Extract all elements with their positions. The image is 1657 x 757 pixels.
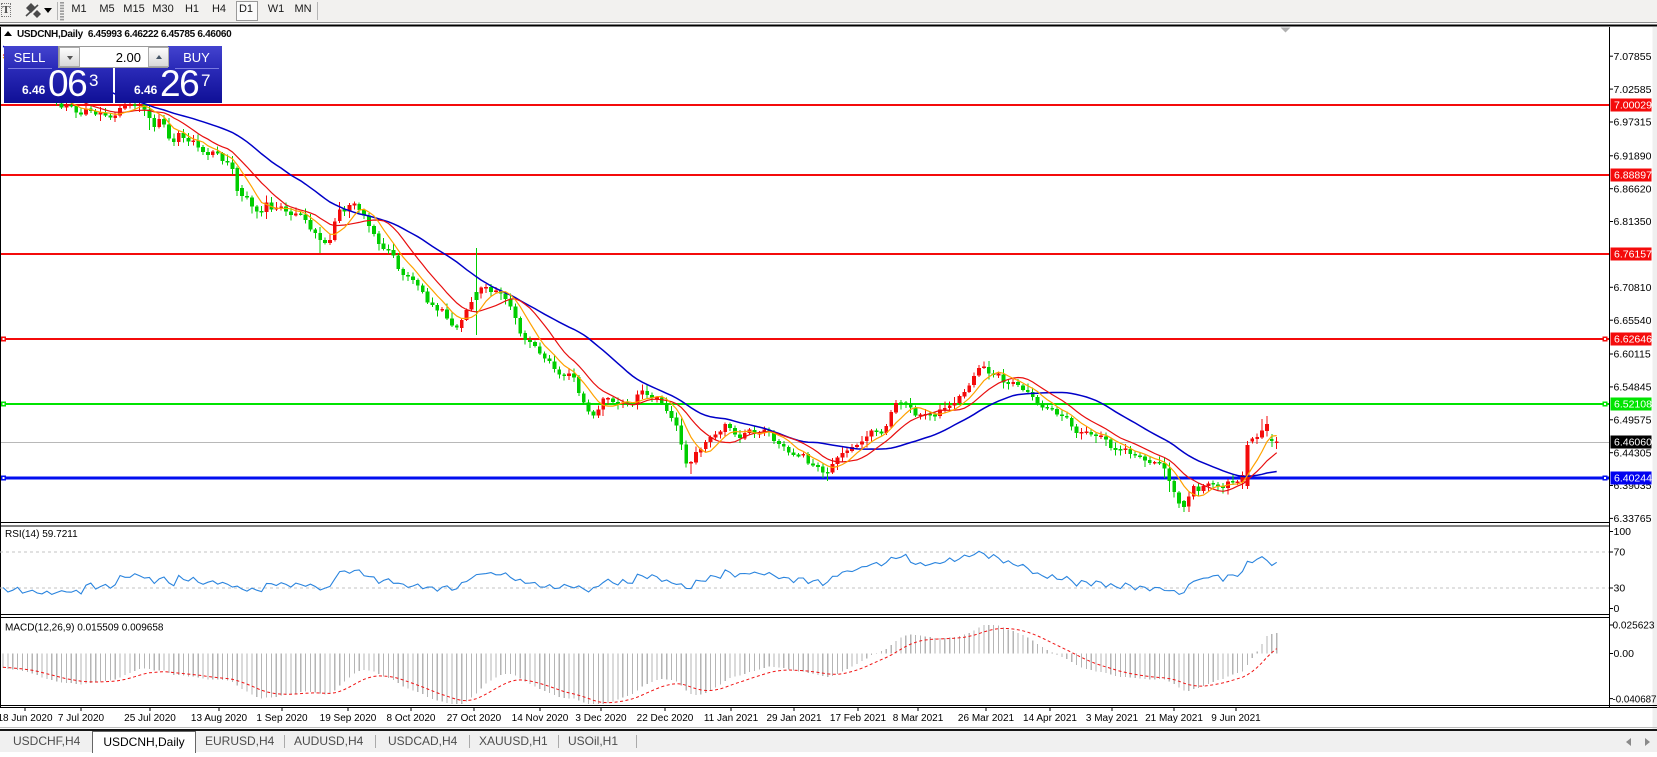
svg-text:RSI(14) 59.7211: RSI(14) 59.7211	[5, 529, 78, 540]
svg-text:3 May 2021: 3 May 2021	[1086, 713, 1139, 724]
svg-text:70: 70	[1614, 547, 1626, 559]
svg-text:6.86620: 6.86620	[1614, 183, 1652, 195]
svg-text:9 Jun 2021: 9 Jun 2021	[1211, 713, 1261, 724]
svg-text:0.025623: 0.025623	[1613, 620, 1655, 632]
svg-text:6.97315: 6.97315	[1614, 117, 1652, 129]
svg-text:8 Oct 2020: 8 Oct 2020	[387, 713, 436, 724]
svg-text:1 Sep 2020: 1 Sep 2020	[256, 713, 308, 724]
svg-text:6.49575: 6.49575	[1614, 415, 1652, 427]
svg-text:11 Jan 2021: 11 Jan 2021	[704, 713, 759, 724]
svg-text:8 Mar 2021: 8 Mar 2021	[893, 713, 944, 724]
svg-text:0: 0	[1614, 603, 1620, 615]
svg-text:3 Dec 2020: 3 Dec 2020	[575, 713, 627, 724]
svg-text:30: 30	[1614, 583, 1626, 595]
svg-text:MACD(12,26,9) 0.015509 0.00965: MACD(12,26,9) 0.015509 0.009658	[5, 623, 164, 634]
svg-text:6.52108: 6.52108	[1614, 399, 1652, 411]
svg-text:6.81350: 6.81350	[1614, 216, 1652, 228]
svg-text:13 Aug 2020: 13 Aug 2020	[191, 713, 248, 724]
svg-text:14 Nov 2020: 14 Nov 2020	[512, 713, 569, 724]
svg-text:25 Jul 2020: 25 Jul 2020	[124, 713, 176, 724]
svg-text:18 Jun 2020: 18 Jun 2020	[0, 713, 53, 724]
svg-text:6.60115: 6.60115	[1614, 349, 1651, 361]
svg-text:6.76157: 6.76157	[1614, 249, 1652, 261]
svg-text:29 Jan 2021: 29 Jan 2021	[766, 713, 821, 724]
svg-text:6.62646: 6.62646	[1614, 334, 1652, 346]
svg-text:6.54845: 6.54845	[1614, 382, 1652, 394]
svg-text:7 Jul 2020: 7 Jul 2020	[58, 713, 105, 724]
svg-text:6.91890: 6.91890	[1614, 151, 1652, 163]
svg-text:0.00: 0.00	[1614, 648, 1635, 660]
svg-text:6.70810: 6.70810	[1614, 282, 1652, 294]
svg-text:21 May 2021: 21 May 2021	[1145, 713, 1203, 724]
svg-text:6.44305: 6.44305	[1614, 447, 1652, 459]
svg-text:7.07855: 7.07855	[1614, 51, 1652, 63]
svg-text:14 Apr 2021: 14 Apr 2021	[1023, 713, 1077, 724]
svg-text:27 Oct 2020: 27 Oct 2020	[447, 713, 502, 724]
svg-text:19 Sep 2020: 19 Sep 2020	[320, 713, 377, 724]
svg-text:-0.040687: -0.040687	[1613, 693, 1657, 705]
svg-text:6.65540: 6.65540	[1614, 315, 1652, 327]
svg-text:6.33765: 6.33765	[1614, 513, 1652, 525]
svg-text:7.00029: 7.00029	[1614, 100, 1652, 112]
svg-text:6.40244: 6.40244	[1614, 473, 1652, 485]
svg-text:17 Feb 2021: 17 Feb 2021	[830, 713, 887, 724]
svg-text:100: 100	[1614, 526, 1632, 538]
svg-text:6.46060: 6.46060	[1614, 437, 1652, 449]
svg-text:6.88897: 6.88897	[1614, 170, 1652, 182]
svg-text:26 Mar 2021: 26 Mar 2021	[958, 713, 1015, 724]
svg-text:7.02585: 7.02585	[1614, 84, 1652, 96]
svg-text:22 Dec 2020: 22 Dec 2020	[637, 713, 694, 724]
